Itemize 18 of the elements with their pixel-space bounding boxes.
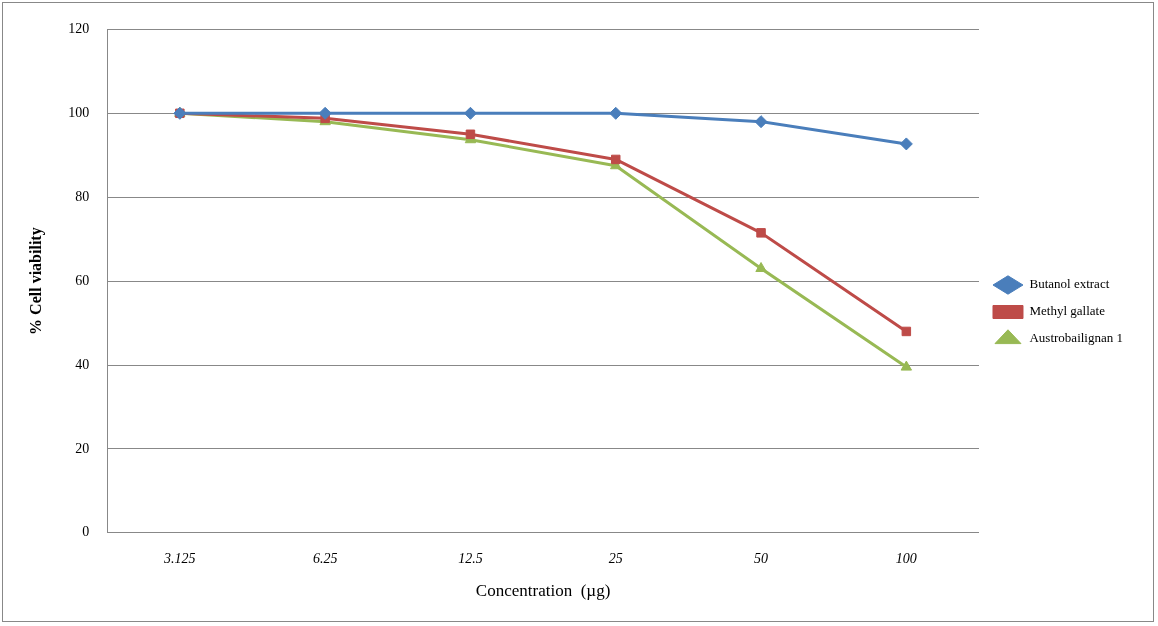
x-tick-label: 100: [895, 550, 917, 566]
legend-label: Methyl gallate: [1029, 303, 1106, 319]
y-axis-title: % Cell viability: [26, 227, 45, 335]
y-tick-label: 120: [68, 21, 90, 37]
legend-label: Butanol extract: [1029, 276, 1110, 292]
y-tick-label: 20: [75, 440, 90, 456]
y-tick-label: 60: [75, 272, 90, 288]
x-tick-label: 3.125: [163, 550, 196, 566]
x-tick-label: 6.25: [312, 550, 338, 566]
y-tick-label: 40: [75, 356, 90, 372]
y-tick-label: 0: [82, 524, 90, 540]
x-axis-title: Concentration (µg): [475, 581, 611, 601]
y-tick-label: 100: [68, 104, 90, 120]
x-tick-label: 50: [754, 550, 769, 566]
legend-label: Austrobailignan 1: [1029, 330, 1123, 346]
x-tick-label: 25: [608, 550, 623, 566]
x-tick-label: 12.5: [458, 550, 483, 566]
y-tick-label: 80: [75, 188, 90, 204]
